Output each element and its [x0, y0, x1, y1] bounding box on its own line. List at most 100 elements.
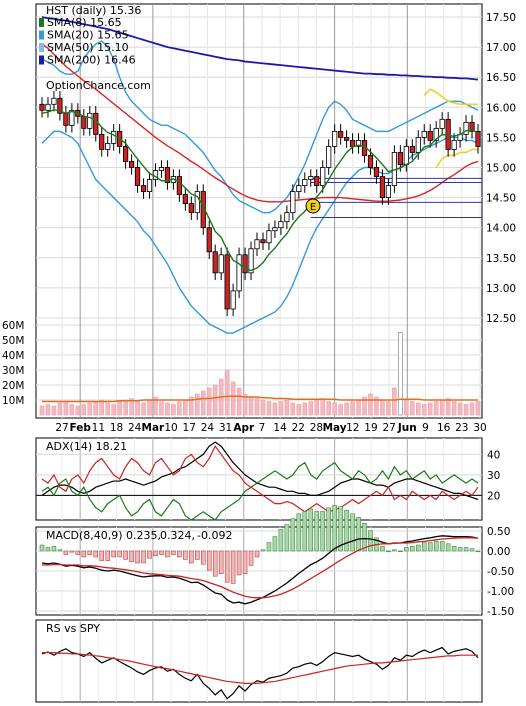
volume-bar: [332, 402, 337, 416]
macd-histogram-bar: [177, 550, 182, 558]
candle-body: [230, 290, 236, 310]
volume-bar: [475, 401, 481, 416]
macd-histogram-bar: [338, 506, 343, 552]
macd-histogram-bar: [248, 550, 254, 566]
candle-body: [140, 185, 147, 192]
x-tick-label: 11: [92, 422, 105, 434]
price-tick-label: 14.50: [486, 193, 516, 205]
macd-histogram-bar: [51, 545, 57, 552]
volume-bar: [338, 404, 343, 416]
macd-histogram-bar: [111, 550, 116, 558]
macd-histogram-bar: [296, 513, 302, 552]
volume-bar: [194, 393, 200, 416]
macd-histogram-bar: [165, 550, 170, 558]
volume-bar: [445, 398, 451, 416]
legend-swatch: [39, 18, 44, 27]
earnings-marker: E: [305, 198, 321, 214]
volume-bar: [129, 398, 134, 416]
price-tick-label: 13.00: [486, 283, 516, 295]
candle-body: [320, 167, 326, 186]
macd-tick-label: 0.00: [487, 546, 510, 558]
macd-histogram-bar: [398, 550, 403, 553]
legend-label: SMA(50) 15.10: [47, 41, 129, 54]
adx-tick-label: 30: [487, 470, 500, 482]
candle-body: [421, 130, 427, 138]
volume-bar: [87, 402, 93, 416]
macd-tick-label: -1.00: [487, 586, 514, 598]
macd-histogram-bar: [93, 550, 99, 558]
x-tick-label: Feb: [69, 422, 91, 434]
x-tick-label: 7: [259, 422, 266, 434]
macd-histogram-bar: [45, 547, 51, 552]
macd-histogram-bar: [326, 507, 331, 552]
candle-body: [403, 146, 409, 165]
macd-histogram-bar: [392, 549, 397, 552]
volume-bar: [39, 405, 45, 416]
x-tick-label: 31: [219, 422, 232, 434]
volume-bar: [135, 401, 140, 416]
volume-bar: [284, 399, 290, 416]
volume-bar: [51, 405, 57, 416]
volume-bar: [177, 401, 182, 416]
volume-tick-label: 40M: [2, 350, 24, 362]
macd-title: MACD(8,40,9) 0.235,: [46, 529, 161, 542]
volume-tick-label: 50M: [2, 335, 24, 347]
adx-tick-label: 40: [487, 449, 500, 461]
macd-histogram-bar: [439, 541, 445, 552]
volume-bar: [81, 404, 87, 416]
macd-series-line: [41, 535, 479, 605]
x-tick-label: 28: [310, 422, 323, 434]
price-tick-label: 15.00: [486, 163, 516, 175]
x-tick-label: 24: [128, 422, 142, 434]
macd-histogram-bar: [463, 547, 469, 552]
volume-bar: [469, 402, 475, 416]
volume-bar: [206, 387, 212, 416]
adx-y-ticks: 40 30 20: [487, 449, 500, 502]
macd-histogram-bar: [266, 542, 272, 552]
macd-histogram-bar: [147, 550, 152, 559]
candle-body: [176, 176, 182, 195]
macd-signal-value: 0.324,: [160, 529, 195, 542]
volume-bar: [344, 402, 349, 416]
candle-body: [409, 146, 415, 153]
candle-body: [349, 140, 356, 147]
candle-body: [45, 103, 51, 111]
rs-grid: [61, 620, 481, 702]
volume-bar: [368, 393, 373, 416]
macd-histogram-bar: [195, 550, 200, 560]
volume-bar: [421, 404, 427, 416]
macd-histogram-bar: [278, 529, 284, 552]
upper-bollinger-band: [41, 40, 479, 214]
volume-bar: [463, 404, 469, 416]
volume-bar: [439, 399, 445, 416]
volume-bar: [278, 401, 284, 416]
candle-body: [111, 130, 117, 144]
candle-body: [469, 121, 475, 132]
candle-body: [290, 191, 296, 214]
adx-series-line: [41, 441, 479, 501]
x-tick-label: Mar: [142, 422, 166, 434]
candle-body: [105, 143, 111, 150]
volume-bar: [380, 399, 385, 416]
chart-title: HST (daily) 15.36: [46, 4, 141, 17]
candle-body: [218, 254, 224, 274]
volume-bar: [404, 399, 409, 416]
macd-histogram-bar: [39, 544, 45, 552]
volume-bar: [254, 398, 260, 416]
candle-body: [296, 185, 302, 192]
volume-bar: [302, 402, 308, 416]
volume-bar: [45, 404, 51, 416]
volume-bar: [386, 401, 391, 416]
sma200-line: [41, 16, 479, 81]
candle-body: [248, 248, 254, 274]
macd-histogram-bar: [368, 530, 373, 552]
rs-panel: [35, 619, 483, 703]
macd-histogram-bar: [206, 550, 212, 571]
macd-histogram-bar: [410, 545, 415, 552]
legend-swatch: [39, 43, 44, 52]
candle-body: [415, 136, 421, 153]
volume-bar: [242, 393, 248, 416]
volume-bar: [200, 390, 206, 416]
candle-body: [463, 121, 469, 135]
volume-bar: [398, 332, 403, 416]
